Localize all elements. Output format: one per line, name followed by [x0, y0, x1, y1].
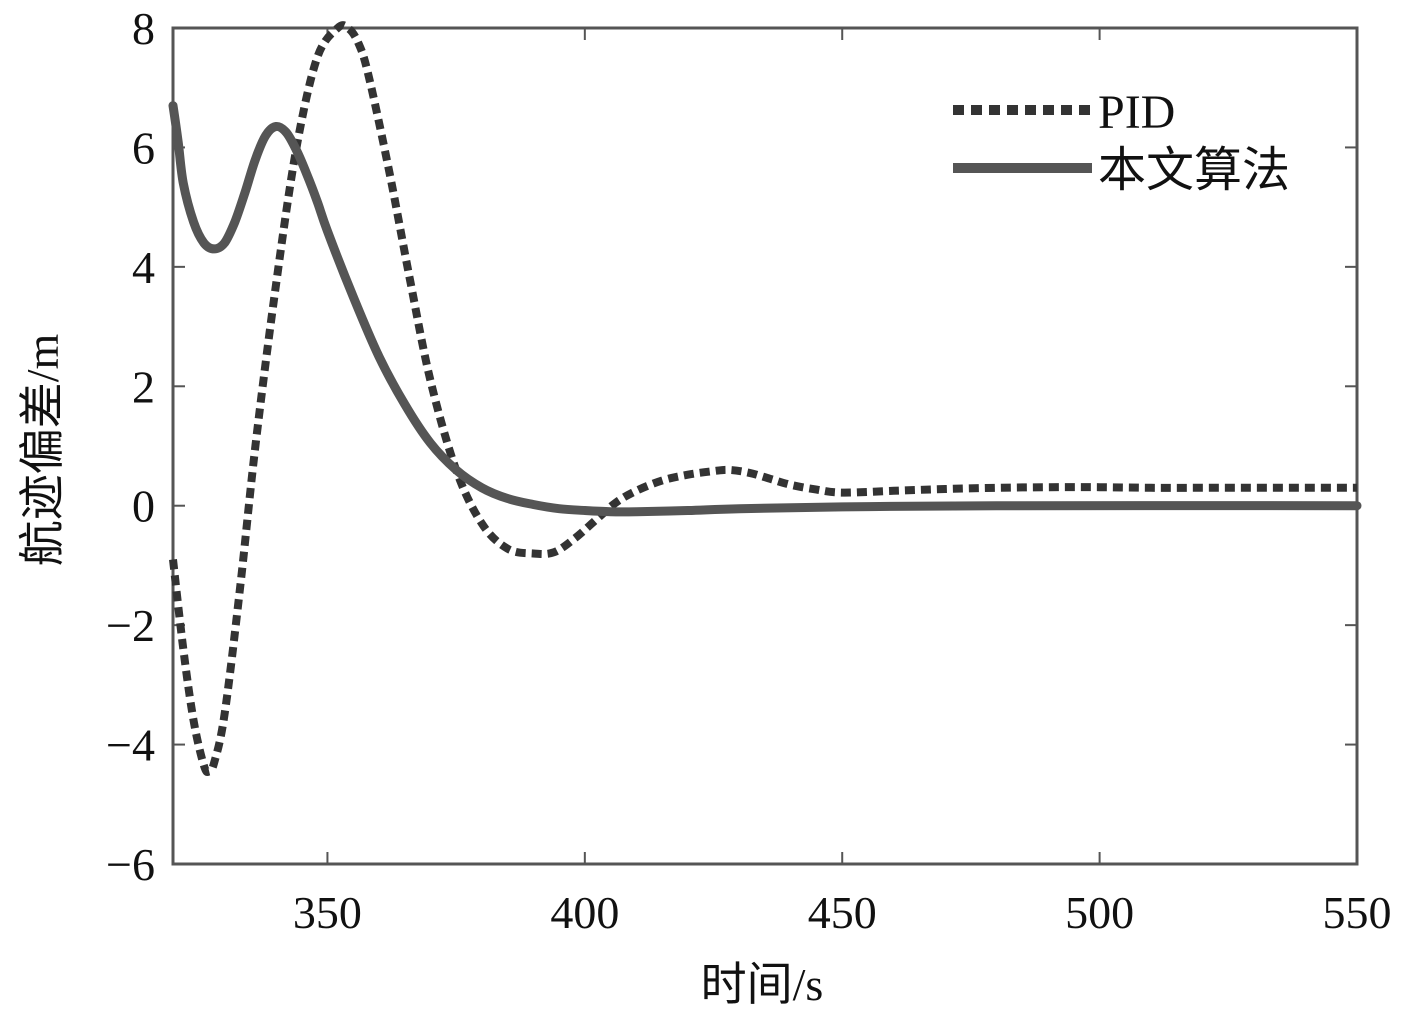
x-tick-label: 400	[550, 887, 619, 938]
y-tick-label: 8	[132, 3, 155, 54]
y-tick-label: −6	[106, 839, 155, 890]
tick-labels: 350 400 450 500 550 −6 −4 −2 0 2 4 6 8	[106, 3, 1391, 938]
y-tick-label: 4	[132, 242, 155, 293]
series-line-pid	[169, 21, 1357, 776]
y-tick-label: 2	[132, 361, 155, 412]
x-tick-label: 550	[1323, 887, 1392, 938]
plot-frame	[171, 26, 1359, 866]
x-tick-label: 350	[293, 887, 362, 938]
series-layer	[168, 21, 1362, 776]
legend-label-proposed: 本文算法	[1098, 144, 1290, 197]
x-tick-label: 500	[1065, 887, 1134, 938]
y-tick-label: 0	[132, 481, 155, 532]
y-tick-label: −4	[106, 720, 155, 771]
series-line-proposed	[168, 101, 1362, 517]
y-tick-label: −2	[106, 600, 155, 651]
legend: PID 本文算法	[953, 86, 1290, 197]
x-axis-title: 时间/s	[701, 959, 824, 1010]
x-tick-label: 450	[808, 887, 877, 938]
y-tick-label: 6	[132, 122, 155, 173]
legend-label-pid: PID	[1098, 86, 1175, 139]
tick-marks	[173, 27, 1358, 865]
y-axis-title: 航迹偏差/m	[17, 334, 68, 567]
